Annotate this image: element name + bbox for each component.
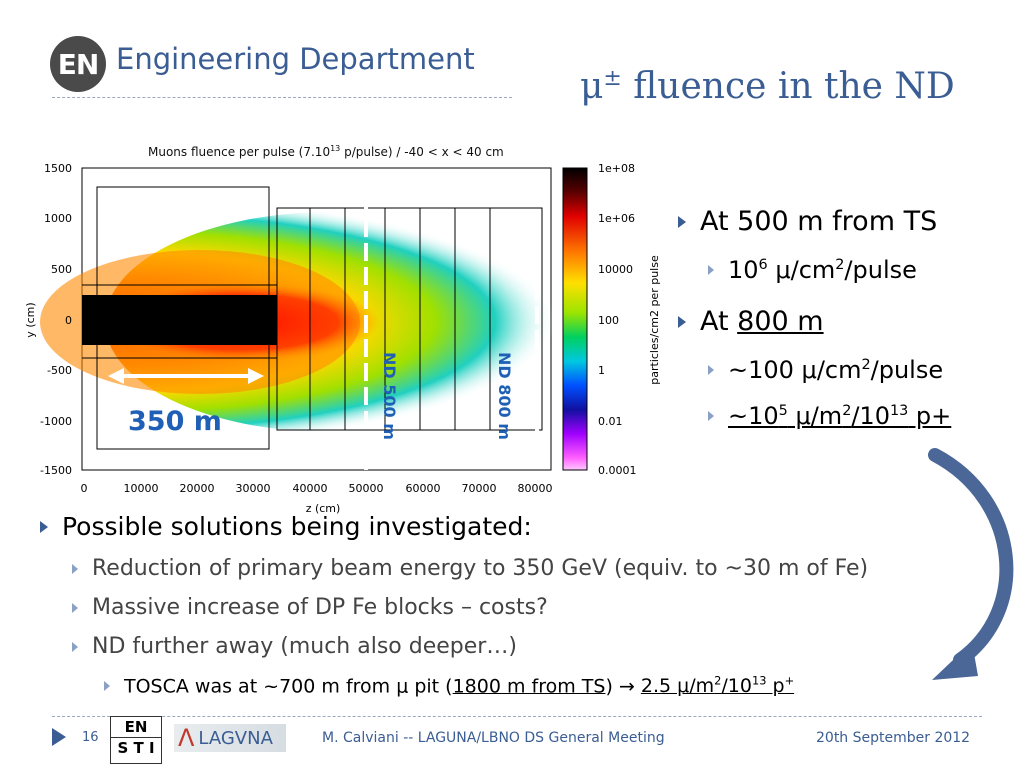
y-tick: 1500 [44, 162, 72, 175]
x-tick: 20000 [180, 482, 215, 495]
colorbar-tick: 1 [598, 364, 605, 377]
plot-title: Muons fluence per pulse (7.1013 p/pulse)… [148, 144, 504, 159]
bullet-marker-icon [72, 602, 78, 613]
bullet-marker-icon [104, 680, 110, 691]
footer-meeting: M. Calviani -- LAGUNA/LBNO DS General Me… [322, 730, 665, 746]
y-axis-label: y (cm) [24, 302, 37, 337]
footer-date: 20th September 2012 [816, 730, 971, 746]
y-tick: -500 [47, 364, 72, 377]
nd800-label: ND 800 m [495, 352, 514, 440]
y-tick: 0 [65, 314, 72, 327]
x-tick: 50000 [349, 482, 384, 495]
bullet-800m-fluence-m2: ~105 μ/m2/1013 p+ [708, 402, 951, 430]
en-sti-logo: EN S T I [110, 716, 162, 764]
colorbar-tick: 1e+08 [598, 162, 635, 175]
distance-arrow [108, 368, 264, 384]
bullet-solutions: Possible solutions being investigated: [40, 512, 532, 541]
bullet-marker-icon [678, 215, 686, 228]
footer-divider [52, 716, 982, 717]
geometry-lines [82, 186, 543, 450]
x-axis-label: z (cm) [306, 502, 341, 515]
bullet-solution-energy: Reduction of primary beam energy to 350 … [72, 556, 868, 581]
link-800m[interactable]: 800 m [737, 306, 824, 337]
bullet-solution-distance: ND further away (much also deeper…) [72, 634, 517, 659]
colorbar-label: particles/cm2 per pulse [648, 255, 661, 385]
bullet-marker-icon [678, 315, 686, 328]
x-tick: 0 [81, 482, 88, 495]
colorbar-tick: 0.01 [598, 415, 623, 428]
laguna-logo: Λ LAGVNA [174, 724, 286, 752]
colorbar-tick: 0.0001 [598, 464, 637, 477]
colorbar-tick: 100 [598, 314, 619, 327]
bullet-marker-icon [708, 411, 714, 421]
link-1800m[interactable]: 1800 m from TS [452, 675, 606, 698]
x-tick: 60000 [406, 482, 441, 495]
y-tick: -1000 [40, 415, 72, 428]
y-tick: 1000 [44, 212, 72, 225]
y-tick: 500 [51, 263, 72, 276]
bullet-800m-fluence-cm2: ~100 μ/cm2/pulse [708, 356, 943, 384]
x-tick: 10000 [124, 482, 159, 495]
bullet-marker-icon [72, 563, 78, 574]
bullet-500m-fluence: 106 μ/cm2/pulse [708, 256, 917, 284]
bullet-500m: At 500 m from TS [678, 206, 937, 237]
colorbar-tick: 10000 [598, 263, 633, 276]
bullet-800m: At 800 m [678, 306, 824, 337]
footer-triangle-icon [52, 728, 66, 746]
header-divider [52, 97, 512, 98]
nd500-label: ND 500 m [380, 352, 399, 440]
colorbar-tick: 1e+06 [598, 212, 635, 225]
arrow-right-icon: → [618, 675, 635, 698]
colorbar [562, 167, 588, 471]
en-logo: EN [50, 36, 106, 92]
bullet-marker-icon [40, 520, 48, 533]
slide-title: μ± fluence in the ND [580, 66, 955, 107]
bullet-tosca: TOSCA was at ~700 m from μ pit (1800 m f… [104, 674, 794, 697]
x-tick: 30000 [236, 482, 271, 495]
bullet-marker-icon [72, 641, 78, 652]
x-tick: 70000 [462, 482, 497, 495]
bullet-marker-icon [708, 265, 714, 275]
distance-label: 350 m [128, 406, 222, 437]
page-number: 16 [82, 730, 99, 745]
department-name: Engineering Department [116, 42, 475, 76]
curved-arrow [928, 448, 1014, 680]
bullet-marker-icon [708, 365, 714, 375]
y-tick: -1500 [40, 464, 72, 477]
bullet-solution-blocks: Massive increase of DP Fe blocks – costs… [72, 595, 548, 620]
x-tick: 80000 [518, 482, 553, 495]
x-tick: 40000 [293, 482, 328, 495]
